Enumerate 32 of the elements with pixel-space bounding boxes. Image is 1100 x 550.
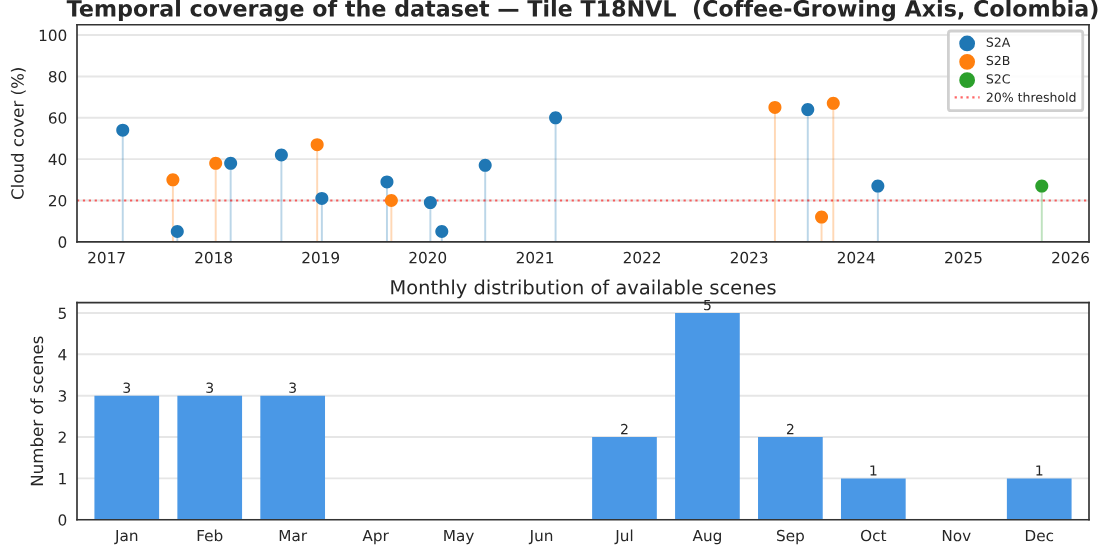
point [1035,179,1049,193]
bar [177,395,243,520]
point [384,193,398,208]
point [826,96,840,110]
point [310,138,324,152]
point [478,158,492,172]
point [224,156,238,170]
bar [260,395,326,520]
chart-title: Monthly distribution of available scenes [391,279,776,299]
bar [840,478,906,520]
point [170,225,184,239]
point [315,191,329,205]
chart-title: Temporal coverage of the dataset — Tile T18NVL (Coffee-Growing Axis, Colombia) [66,0,1098,22]
point [768,100,782,114]
bar [1006,478,1072,520]
point [801,103,815,117]
bar [675,312,740,520]
point [549,111,563,125]
bar [758,437,823,520]
point [380,175,394,189]
point [435,225,449,239]
point [871,179,885,193]
y-axis-title: Number of scenes [30,336,44,486]
bar [94,395,160,520]
point [815,210,829,224]
bar [592,437,657,520]
point [423,196,437,210]
point [166,173,180,187]
point [116,123,130,137]
y-axis-title: Cloud cover (%) [10,68,26,200]
point [209,156,223,170]
point [274,148,288,162]
